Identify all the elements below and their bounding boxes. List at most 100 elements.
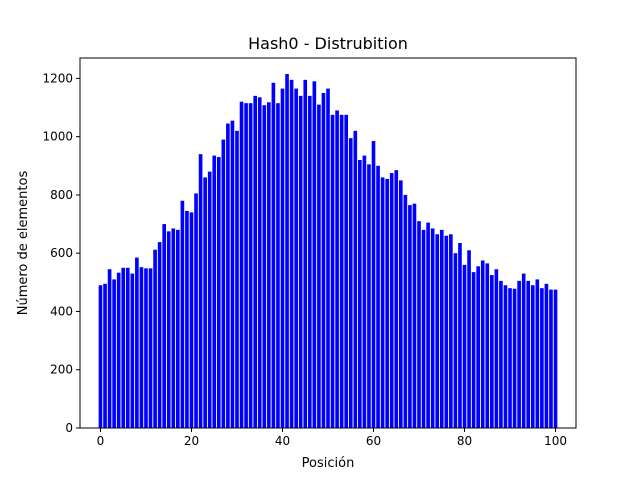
bar [298,95,303,429]
bar [344,114,349,428]
bar [376,165,380,429]
bar [116,272,121,428]
bar [198,154,203,428]
bar [458,243,462,428]
bar [435,234,440,428]
bar [485,263,490,428]
bar [530,285,535,428]
bar [499,280,503,428]
bar [521,273,526,428]
bar [462,264,467,428]
bar [439,229,444,428]
bar [317,104,321,429]
bar [157,242,162,428]
bar [444,235,449,428]
bar [130,273,135,428]
bar [553,289,558,428]
bar [280,88,285,428]
bar [212,155,217,428]
bar [185,210,189,428]
bar [330,114,335,428]
x-tick-label: 40 [275,434,290,448]
bar [267,102,271,428]
bar [339,114,344,428]
bar [121,267,126,428]
bar [171,228,176,428]
bar [526,280,531,428]
bar [480,260,485,428]
y-tick-label: 200 [50,363,73,377]
bar [235,130,239,428]
bar [98,285,103,428]
bar-series [98,74,558,429]
bar [421,229,426,428]
bar [207,171,212,428]
bar [544,283,549,428]
bar [289,79,294,428]
y-axis-ticks: 0 200 400 600 800 1000 1200 [42,71,80,435]
bar [166,231,171,428]
bar [389,173,394,428]
bar [135,257,139,428]
bar [307,95,312,429]
bar [153,249,157,428]
bar [358,159,362,428]
bar [371,141,376,428]
bar [453,253,458,428]
bar [112,279,116,428]
x-axis-label: Posición [302,456,355,471]
bar [262,105,267,428]
bar [230,120,235,428]
bar [148,268,153,428]
bar [535,279,540,428]
bar [107,269,112,428]
bar [226,123,230,429]
bar [326,88,330,428]
y-axis-label: Número de elementos [16,171,31,316]
bar [194,193,198,428]
bar [490,275,494,428]
bar [239,101,244,428]
bar [335,110,339,428]
y-tick-label: 1000 [42,130,73,144]
bar [189,212,194,428]
bar [276,103,280,428]
bar [412,203,417,428]
bar [403,194,408,428]
bar [303,79,308,428]
bar [312,81,317,428]
chart-title: Hash0 - Distrubition [248,34,408,53]
bar [221,139,226,428]
x-tick-label: 20 [184,434,199,448]
bar [385,178,389,428]
bar [512,288,517,428]
bar [494,269,499,428]
bar [103,283,107,428]
bar [125,267,130,428]
bar [508,288,512,428]
bar [139,267,144,428]
x-tick-label: 80 [457,434,472,448]
bar [549,289,553,428]
bar [367,164,371,428]
bar [144,268,148,428]
y-tick-label: 0 [65,421,73,435]
bar [248,103,253,428]
bar [285,74,289,429]
bar [449,234,453,428]
x-tick-label: 100 [544,434,567,448]
bar [348,138,353,428]
bar [517,280,521,428]
bar [216,157,221,428]
bar [257,97,262,428]
x-tick-label: 60 [366,434,381,448]
bar [253,95,258,429]
bar [398,180,403,428]
plot-frame [79,57,577,429]
x-tick-label: 0 [97,434,105,448]
x-axis-ticks: 0 20 40 60 80 100 [97,428,567,448]
y-tick-label: 400 [50,304,73,318]
bar [380,177,385,428]
bar [180,200,185,428]
